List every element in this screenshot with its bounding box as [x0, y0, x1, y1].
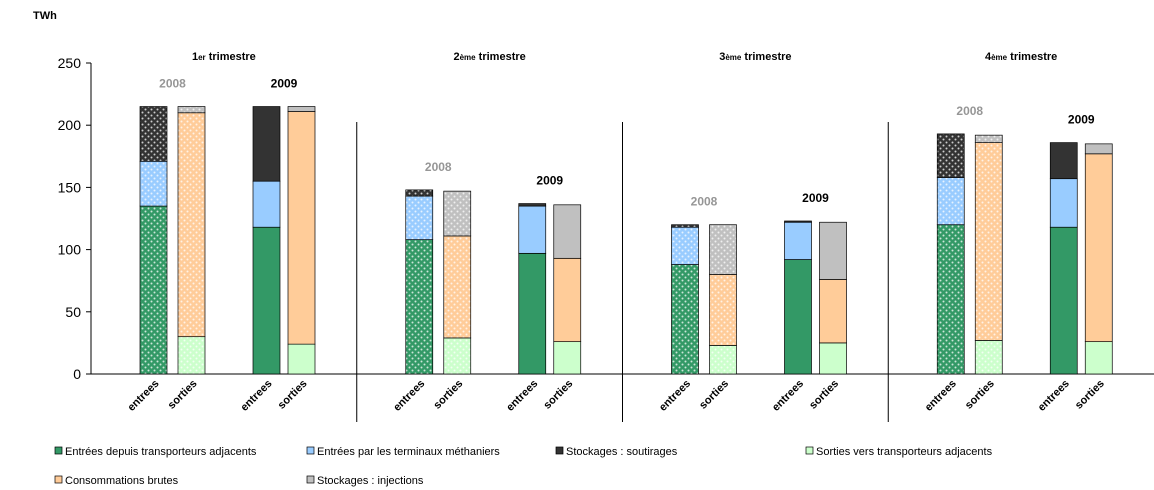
bar-segment-ent_gnl [252, 180, 281, 228]
bar-segment-conso [443, 235, 472, 339]
bar-segment-soutir [518, 203, 547, 207]
category-label-entrees: entrees [504, 378, 540, 414]
bar-segment-soutir [784, 220, 812, 223]
y-tick-label: 200 [58, 117, 82, 133]
bar-segment-inject [177, 106, 206, 114]
year-label-2008: 2008 [425, 160, 452, 174]
bar-segment-soutir [139, 106, 168, 162]
legend-swatch-ent_gnl [306, 446, 315, 455]
category-label-sorties: sorties [1073, 378, 1107, 412]
bar-segment-conso [1084, 153, 1113, 343]
bar-segment-ent_adj [1049, 226, 1078, 375]
bar-segment-sort_adj [819, 342, 847, 375]
category-label-entrees: entrees [1036, 378, 1072, 414]
bar-segment-ent_gnl [1049, 178, 1078, 228]
bar-segment-ent_adj [252, 226, 281, 375]
bar-segment-conso [553, 257, 582, 343]
category-label-sorties: sorties [166, 378, 200, 412]
bar-segment-inject [443, 190, 472, 237]
bar-segment-sort_adj [177, 336, 206, 375]
legend-label-sort_adj: Sorties vers transporteurs adjacents [816, 446, 993, 458]
legend-swatch-soutir [555, 446, 564, 455]
bar-segment-conso [709, 274, 737, 346]
quarter-title: 3ème trimestre [719, 51, 791, 63]
bar-segment-inject [1084, 143, 1113, 155]
bar-segment-ent_adj [671, 264, 699, 375]
category-label-sorties: sorties [697, 378, 731, 412]
year-label-2009: 2009 [271, 77, 298, 91]
bar-segment-sort_adj [443, 337, 472, 375]
y-tick-label: 150 [58, 179, 82, 195]
bar-segment-ent_adj [405, 239, 434, 375]
bar-segment-inject [287, 106, 316, 112]
quarter-title: 2ème trimestre [453, 51, 525, 63]
bar-segment-ent_adj [936, 224, 965, 375]
year-label-2008: 2008 [159, 77, 186, 91]
bar-segment-soutir [405, 189, 434, 197]
year-label-2009: 2009 [802, 191, 829, 205]
legend-swatch-sort_adj [805, 446, 814, 455]
bar-segment-soutir [252, 106, 281, 182]
bars [139, 106, 1113, 375]
category-label-sorties: sorties [431, 378, 465, 412]
bar-segment-soutir [936, 133, 965, 178]
category-label-sorties: sorties [541, 378, 575, 412]
bar-segment-inject [709, 224, 737, 275]
quarter-title: 1er trimestre [192, 51, 256, 63]
bar-segment-inject [819, 221, 847, 280]
bar-segment-ent_gnl [936, 177, 965, 226]
bar-segment-sort_adj [553, 341, 582, 375]
legend-label-ent_gnl: Entrées par les terminaux méthaniers [317, 446, 500, 458]
year-label-2009: 2009 [536, 174, 563, 188]
category-label-entrees: entrees [770, 378, 806, 414]
bar-segment-conso [974, 142, 1003, 341]
y-tick-label: 0 [73, 366, 81, 382]
year-label-2009: 2009 [1068, 113, 1095, 127]
legend-swatch-ent_adj [54, 446, 63, 455]
category-label-entrees: entrees [657, 378, 693, 414]
category-label-entrees: entrees [238, 378, 274, 414]
legend-label-inject: Stockages : injections [317, 475, 424, 487]
bar-segment-sort_adj [287, 343, 316, 375]
bar-segment-conso [287, 111, 316, 345]
category-label-entrees: entrees [125, 378, 161, 414]
bar-segment-ent_adj [784, 259, 812, 375]
y-tick-label: 250 [58, 55, 82, 71]
bar-segment-sort_adj [1084, 341, 1113, 375]
bar-segment-ent_gnl [784, 221, 812, 260]
category-label-entrees: entrees [923, 378, 959, 414]
bar-segment-ent_gnl [139, 160, 168, 207]
legend-label-conso: Consommations brutes [65, 475, 179, 487]
legend: Entrées depuis transporteurs adjacents En… [54, 446, 993, 487]
legend-swatch-conso [54, 475, 63, 484]
unit-label: TWh [33, 10, 57, 22]
category-label-sorties: sorties [276, 378, 310, 412]
year-label-2008: 2008 [691, 195, 718, 209]
y-tick-label: 100 [58, 242, 82, 258]
bar-segment-sort_adj [974, 340, 1003, 375]
category-label-sorties: sorties [963, 378, 997, 412]
bar-segment-ent_adj [139, 205, 168, 375]
bar-segment-conso [177, 112, 206, 338]
bar-segment-ent_gnl [518, 205, 547, 254]
bar-segment-ent_gnl [671, 226, 699, 265]
bar-segment-inject [553, 204, 582, 259]
legend-label-soutir: Stockages : soutirages [566, 446, 678, 458]
category-label-entrees: entrees [391, 378, 427, 414]
legend-label-ent_adj: Entrées depuis transporteurs adjacents [65, 446, 257, 458]
bar-segment-ent_adj [518, 252, 547, 375]
bar-segment-inject [974, 134, 1003, 143]
bar-segment-soutir [671, 224, 699, 228]
year-label-2008: 2008 [956, 104, 983, 118]
bar-segment-sort_adj [709, 345, 737, 375]
category-label-sorties: sorties [807, 378, 841, 412]
quarter-title: 4ème trimestre [985, 51, 1057, 63]
bar-segment-conso [819, 279, 847, 344]
bar-segment-ent_gnl [405, 195, 434, 240]
y-tick-label: 50 [65, 304, 81, 320]
bar-segment-soutir [1049, 142, 1078, 180]
legend-swatch-inject [306, 475, 315, 484]
